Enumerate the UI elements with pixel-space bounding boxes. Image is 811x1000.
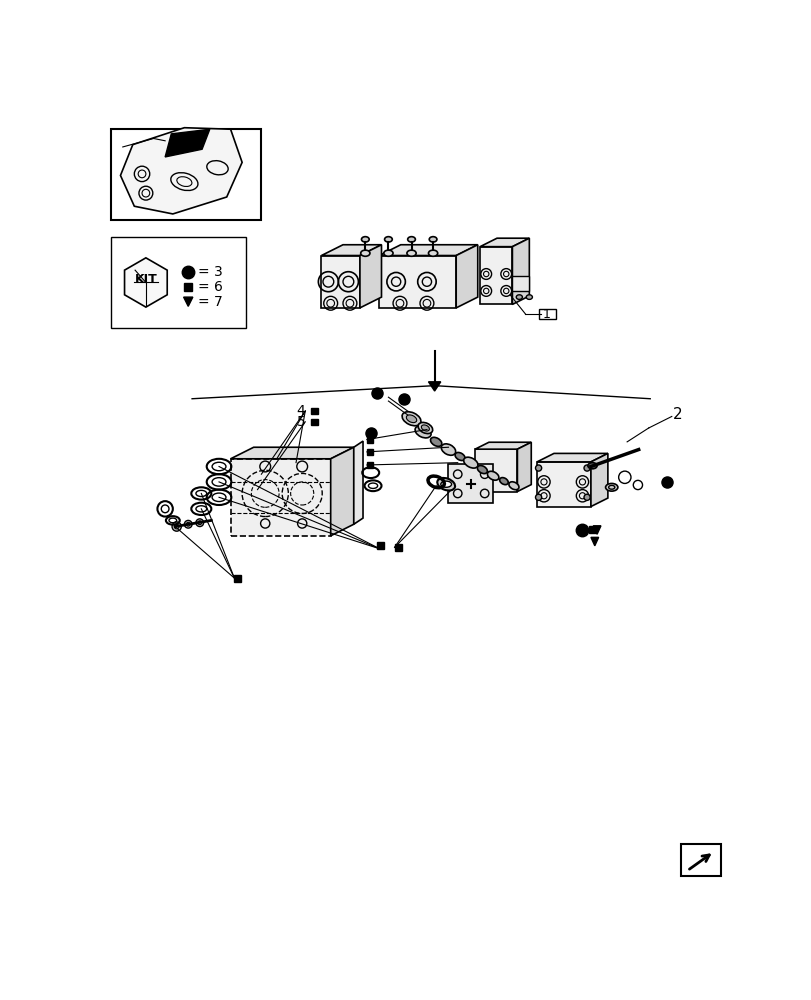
Bar xyxy=(367,462,372,468)
Polygon shape xyxy=(536,462,590,507)
Ellipse shape xyxy=(463,457,478,468)
Ellipse shape xyxy=(406,250,416,256)
Bar xyxy=(680,844,720,876)
Polygon shape xyxy=(321,245,381,256)
Ellipse shape xyxy=(454,452,465,461)
Polygon shape xyxy=(120,128,242,214)
Circle shape xyxy=(172,522,181,531)
Ellipse shape xyxy=(384,237,392,242)
Circle shape xyxy=(583,465,590,471)
Polygon shape xyxy=(379,245,477,256)
Ellipse shape xyxy=(440,444,455,455)
Polygon shape xyxy=(474,449,517,492)
Bar xyxy=(448,464,492,503)
Circle shape xyxy=(583,494,590,500)
Text: = 6: = 6 xyxy=(198,280,223,294)
Bar xyxy=(367,449,372,455)
Text: 1: 1 xyxy=(543,308,551,321)
Ellipse shape xyxy=(516,295,521,299)
Ellipse shape xyxy=(360,250,370,256)
Bar xyxy=(589,526,595,533)
Polygon shape xyxy=(330,447,354,536)
Circle shape xyxy=(534,465,541,471)
Bar xyxy=(234,575,241,582)
Polygon shape xyxy=(359,245,381,308)
Bar xyxy=(111,129,261,220)
Ellipse shape xyxy=(429,237,436,242)
Polygon shape xyxy=(428,382,440,391)
Text: = 7: = 7 xyxy=(198,295,223,309)
Ellipse shape xyxy=(487,471,498,480)
Bar xyxy=(538,309,555,319)
Polygon shape xyxy=(479,247,512,304)
Text: = 3: = 3 xyxy=(198,265,223,279)
Circle shape xyxy=(534,494,541,500)
Polygon shape xyxy=(474,442,530,449)
Ellipse shape xyxy=(605,483,617,491)
Polygon shape xyxy=(230,447,354,459)
Ellipse shape xyxy=(401,412,420,426)
Ellipse shape xyxy=(430,437,441,446)
Ellipse shape xyxy=(384,250,393,256)
Polygon shape xyxy=(354,441,363,524)
Ellipse shape xyxy=(361,237,369,242)
Polygon shape xyxy=(124,258,167,307)
Bar xyxy=(311,419,317,425)
Polygon shape xyxy=(536,453,607,462)
Bar xyxy=(311,408,317,414)
Polygon shape xyxy=(517,442,530,492)
Ellipse shape xyxy=(437,478,454,490)
Polygon shape xyxy=(456,245,477,308)
Ellipse shape xyxy=(418,422,432,434)
Polygon shape xyxy=(321,256,359,308)
Polygon shape xyxy=(183,297,193,306)
Text: KIT: KIT xyxy=(135,273,157,286)
Bar xyxy=(376,542,384,549)
Ellipse shape xyxy=(440,481,451,487)
Ellipse shape xyxy=(406,415,416,423)
Ellipse shape xyxy=(526,295,532,299)
Bar xyxy=(184,283,192,291)
Text: 4: 4 xyxy=(296,404,305,418)
Polygon shape xyxy=(479,238,529,247)
Polygon shape xyxy=(593,526,600,534)
Text: 5: 5 xyxy=(296,415,305,429)
Ellipse shape xyxy=(508,482,518,490)
Polygon shape xyxy=(590,537,598,546)
Ellipse shape xyxy=(407,237,415,242)
Polygon shape xyxy=(165,129,209,157)
Ellipse shape xyxy=(477,466,487,474)
Circle shape xyxy=(195,519,204,527)
Text: 2: 2 xyxy=(672,407,682,422)
Ellipse shape xyxy=(428,250,437,256)
Ellipse shape xyxy=(587,463,596,469)
Polygon shape xyxy=(379,256,456,308)
Ellipse shape xyxy=(421,425,429,431)
Bar xyxy=(367,436,372,443)
Ellipse shape xyxy=(499,478,508,485)
Circle shape xyxy=(184,520,192,528)
Bar xyxy=(111,237,246,328)
Polygon shape xyxy=(230,459,330,536)
Bar xyxy=(511,276,528,291)
Polygon shape xyxy=(590,453,607,507)
Polygon shape xyxy=(512,238,529,304)
Bar xyxy=(394,544,401,551)
Ellipse shape xyxy=(414,426,431,438)
